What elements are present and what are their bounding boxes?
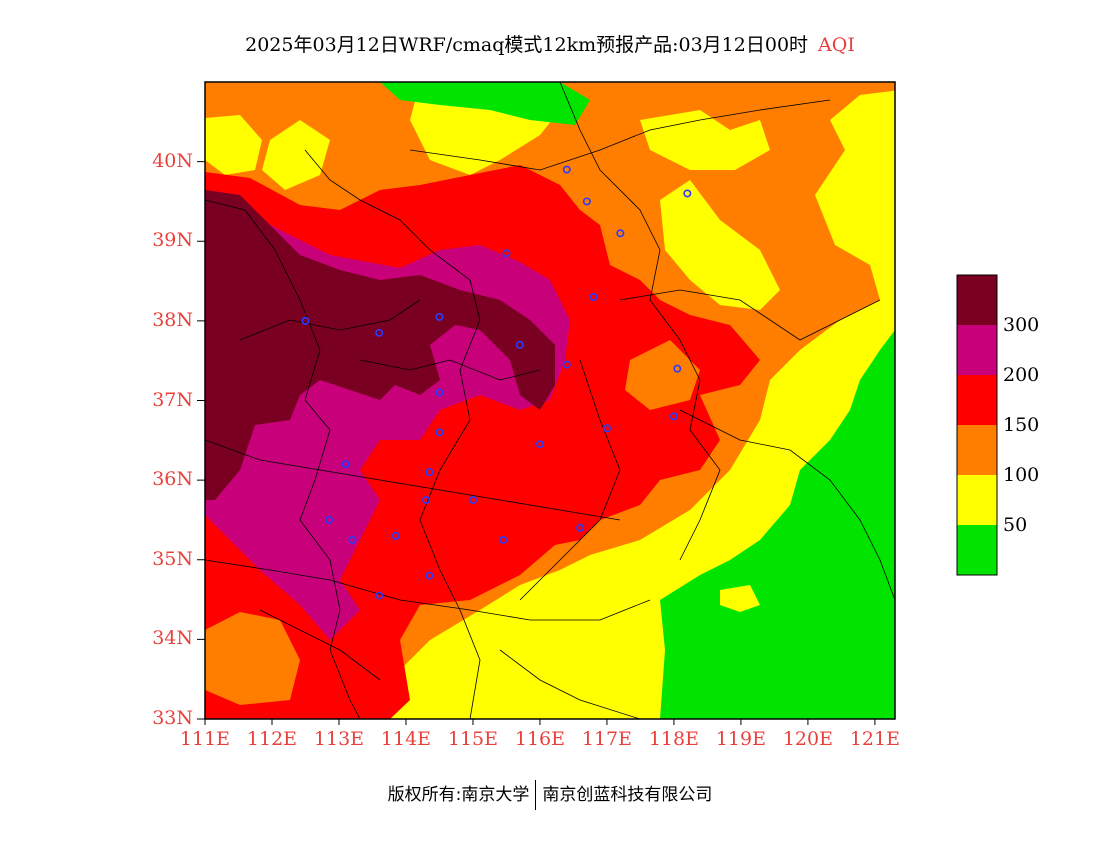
longitude-label: 113E [313, 728, 365, 750]
city-marker [673, 364, 682, 373]
legend-tick-label: 50 [1003, 514, 1028, 536]
legend-swatch-green [957, 525, 997, 575]
copyright-left: 版权所有:南京大学 [387, 785, 530, 805]
aqi-band-50-100 [262, 120, 330, 190]
aqi-band-100-150 [205, 612, 300, 705]
legend-tick-label: 150 [1003, 414, 1040, 436]
aqi-legend [956, 274, 998, 576]
aqi-band-100-150 [625, 340, 700, 410]
legend-swatch-orange [957, 425, 997, 475]
province-boundaries [205, 82, 895, 719]
city-marker [375, 591, 384, 600]
city-marker [616, 229, 625, 238]
city-marker [562, 165, 571, 174]
city-marker [422, 496, 431, 505]
longitude-label: 111E [179, 728, 231, 750]
title-text: 2025年03月12日WRF/cmaq模式12km预报产品:03月12日00时 [245, 34, 809, 56]
city-marker [435, 388, 444, 397]
variable-label: AQI [818, 34, 855, 56]
city-marker [324, 515, 333, 524]
legend-swatch-yellow [957, 475, 997, 525]
city-marker [341, 460, 350, 469]
city-markers [301, 165, 692, 600]
aqi-band-0-50 [660, 330, 895, 719]
copyright-footer: 版权所有:南京大学 南京创蓝科技有限公司 [0, 780, 1100, 810]
legend-tick-label: 300 [1003, 314, 1040, 336]
city-marker [391, 531, 400, 540]
longitude-label: 112E [246, 728, 298, 750]
city-marker [468, 496, 477, 505]
city-marker [562, 360, 571, 369]
legend-swatch-magenta [957, 325, 997, 375]
city-marker [683, 189, 692, 198]
city-marker [425, 571, 434, 580]
city-marker [589, 292, 598, 301]
latitude-label: 37N [152, 388, 193, 411]
longitude-label: 116E [514, 728, 565, 750]
aqi-band-50-100 [205, 115, 262, 175]
city-marker [301, 316, 310, 325]
aqi-band-50-100 [720, 585, 760, 612]
longitude-label: 121E [849, 728, 900, 750]
copyright-right: 南京创蓝科技有限公司 [542, 785, 713, 805]
map-title: 2025年03月12日WRF/cmaq模式12km预报产品:03月12日00时 A… [0, 30, 1100, 57]
city-marker [348, 535, 357, 544]
city-marker [576, 523, 585, 532]
aqi-band-0-50 [380, 82, 590, 125]
axis-ticks [197, 161, 876, 725]
city-marker [499, 535, 508, 544]
city-marker [502, 249, 511, 258]
longitude-label: 119E [715, 728, 766, 750]
city-marker [535, 440, 544, 449]
legend-swatch-red [957, 375, 997, 425]
longitude-label: 118E [648, 728, 699, 750]
latitude-label: 38N [152, 308, 193, 331]
latitude-label: 40N [152, 149, 193, 172]
longitude-label: 117E [581, 728, 632, 750]
longitude-label: 120E [782, 728, 833, 750]
latitude-label: 36N [152, 468, 193, 491]
legend-swatch-maroon [957, 275, 997, 325]
city-marker [515, 340, 524, 349]
legend-frame [956, 274, 998, 576]
city-marker [375, 328, 384, 337]
longitude-label: 115E [447, 728, 499, 750]
aqi-band-50-100 [660, 180, 780, 310]
legend-tick-label: 100 [1003, 464, 1040, 486]
city-marker [582, 197, 591, 206]
latitude-label: 35N [152, 547, 193, 570]
aqi-band-300-plus [205, 190, 555, 500]
legend-tick-label: 200 [1003, 364, 1040, 386]
latitude-label: 33N [152, 707, 193, 729]
latitude-label: 39N [152, 229, 193, 252]
aqi-band-50-100 [640, 110, 770, 170]
latitude-label: 34N [152, 627, 193, 650]
city-marker [669, 412, 678, 421]
city-marker [435, 312, 444, 321]
longitude-label: 114E [380, 728, 432, 750]
city-marker [425, 468, 434, 477]
footer-separator [535, 780, 537, 810]
city-marker [602, 424, 611, 433]
aqi-field [205, 82, 895, 719]
city-marker [435, 428, 444, 437]
